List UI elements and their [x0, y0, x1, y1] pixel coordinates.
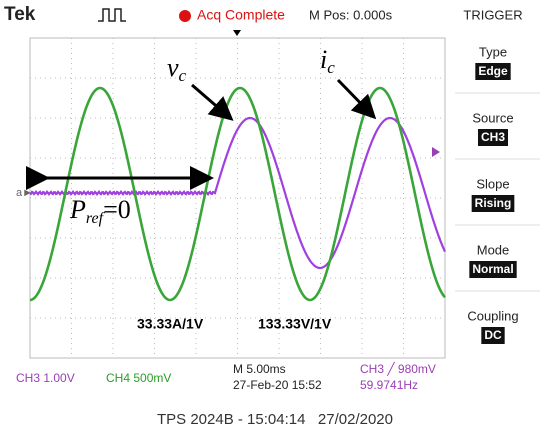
ch4-scale: CH4 500mV: [106, 371, 171, 385]
current-waveform: [30, 116, 446, 270]
trigger-position-marker: [233, 30, 241, 36]
pref-equation: =0: [103, 195, 131, 224]
voltage-waveform: [29, 86, 446, 302]
current-scale: 33.33A/1V: [137, 316, 204, 332]
ic-symbol: i: [320, 45, 327, 74]
menu-label: Source: [472, 110, 513, 125]
menu-value-box: [475, 63, 511, 80]
ic-label: ic: [320, 45, 335, 77]
pulse-icon: [98, 8, 126, 22]
menu-value-box: [477, 129, 509, 146]
menu-value-box: [471, 195, 515, 212]
vc-arrow: [191, 83, 234, 121]
acq-status: Acq Complete: [197, 7, 285, 23]
pref-symbol: P: [69, 195, 86, 224]
menu-value-box: [469, 261, 517, 278]
menu-label: Mode: [477, 242, 510, 257]
trigger-level: CH3 ╱ 980mV: [360, 361, 436, 376]
trigger-level-marker: [432, 147, 440, 157]
menu-value: Normal: [472, 262, 513, 276]
ic-arrow: [336, 78, 377, 120]
menu-value: CH3: [481, 130, 505, 144]
menu-value: Edge: [478, 64, 508, 78]
menu-value: DC: [484, 328, 502, 342]
pref-subscript: ref: [86, 210, 106, 227]
menu-value: Rising: [475, 196, 512, 210]
screen: [29, 37, 446, 359]
ch3-scale: CH3 1.00V: [16, 371, 75, 385]
menu-label: Coupling: [467, 308, 518, 323]
menu-value-box: [481, 327, 505, 344]
pref-label: Pref=0: [69, 195, 131, 227]
brand: Tek: [4, 4, 36, 25]
status-dot: [179, 10, 191, 22]
menu-label: Slope: [476, 176, 509, 191]
vc-subscript: c: [179, 66, 187, 85]
voltage-scale: 133.33V/1V: [258, 316, 332, 332]
caption: TPS 2024B - 15:04:14 27/02/2020: [157, 411, 393, 428]
vc-symbol: v: [167, 53, 179, 82]
ch-marker: a►: [16, 187, 33, 199]
date: 27-Feb-20 15:52: [233, 378, 322, 392]
position: M Pos: 0.000s: [309, 7, 393, 22]
timebase: M 5.00ms: [233, 362, 286, 376]
trigger-menu: Type Edge Source CH3 Slope Rising Mode Normal Co…: [455, 44, 540, 344]
ic-subscript: c: [327, 58, 335, 77]
menu-label: Type: [479, 44, 507, 59]
menu-title: TRIGGER: [463, 7, 522, 22]
vc-label: vc: [167, 53, 187, 85]
frequency: 59.9741Hz: [360, 378, 418, 392]
